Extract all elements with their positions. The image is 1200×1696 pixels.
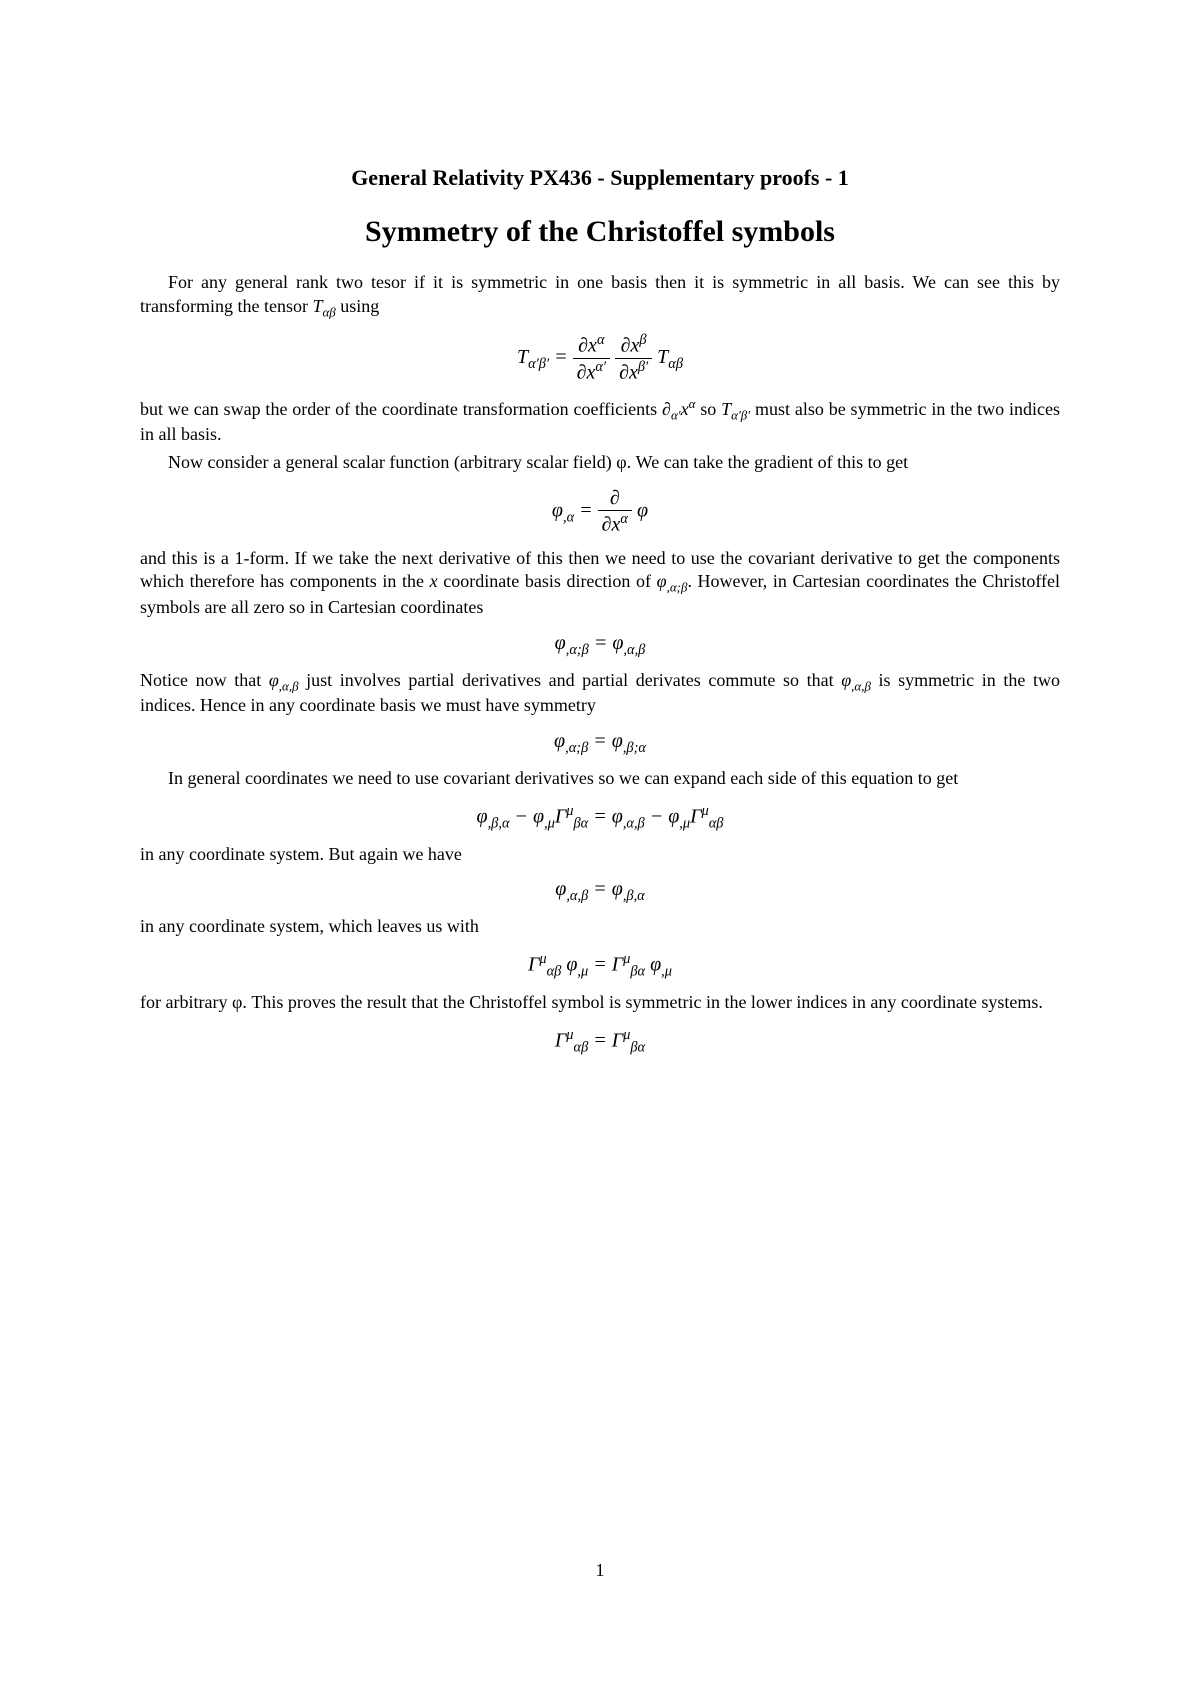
equation-8: Γμαβ = Γμβα (140, 1027, 1060, 1057)
paragraph-3: Now consider a general scalar function (… (140, 451, 1060, 475)
text: coordinate basis direction of (438, 571, 657, 591)
equation-2: φ,α = ∂∂xα φ (140, 487, 1060, 537)
paragraph-6: In general coordinates we need to use co… (140, 767, 1060, 791)
paragraph-7: in any coordinate system. But again we h… (140, 843, 1060, 867)
equation-6: φ,α,β = φ,β,α (140, 878, 1060, 905)
page-number: 1 (0, 1560, 1200, 1581)
equation-3: φ,α;β = φ,α,β (140, 632, 1060, 659)
equation-4: φ,α;β = φ,β;α (140, 730, 1060, 757)
paragraph-9: for arbitrary φ. This proves the result … (140, 991, 1060, 1015)
page-title: Symmetry of the Christoffel symbols (140, 215, 1060, 249)
equation-5: φ,β,α − φ,μΓμβα = φ,α,β − φ,μΓμαβ (140, 803, 1060, 833)
equation-7: Γμαβ φ,μ = Γμβα φ,μ (140, 951, 1060, 981)
page-header: General Relativity PX436 - Supplementary… (140, 165, 1060, 191)
paragraph-1: For any general rank two tesor if it is … (140, 271, 1060, 320)
text: just involves partial derivatives and pa… (299, 670, 842, 690)
paragraph-2: but we can swap the order of the coordin… (140, 395, 1060, 447)
paragraph-8: in any coordinate system, which leaves u… (140, 915, 1060, 939)
paragraph-4: and this is a 1-form. If we take the nex… (140, 547, 1060, 620)
text: For any general rank two tesor if it is … (140, 272, 1060, 316)
text: but we can swap the order of the coordin… (140, 399, 662, 419)
text: using (336, 296, 380, 316)
paragraph-5: Notice now that φ,α,β just involves part… (140, 669, 1060, 718)
text: Notice now that (140, 670, 269, 690)
equation-1: Tα′β′ = ∂xα∂xα′ ∂xβ∂xβ′ Tαβ (140, 332, 1060, 384)
text: so (695, 399, 721, 419)
